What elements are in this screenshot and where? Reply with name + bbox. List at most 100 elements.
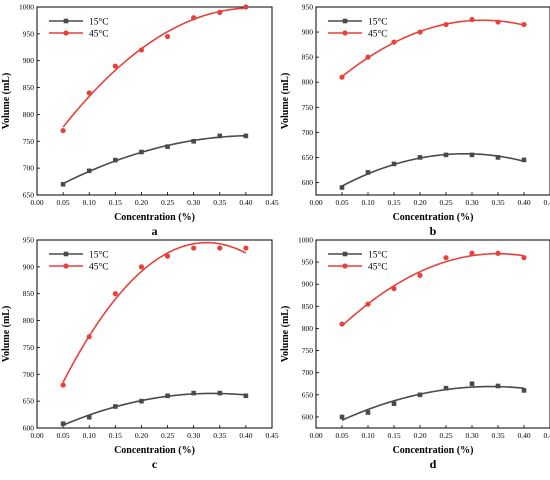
y-tick-label: 650 [302, 153, 314, 162]
series-fit-line [62, 134, 246, 185]
x-tick-label: 0.45 [265, 198, 278, 207]
y-tick-label: 650 [302, 390, 314, 399]
x-tick-label: 0.15 [387, 198, 400, 207]
series-fit-line [341, 252, 525, 327]
data-point [365, 410, 371, 415]
data-point [165, 393, 170, 399]
data-point [365, 54, 371, 60]
y-tick-label: 700 [302, 128, 314, 137]
y-axis-title: Volume (mL) [1, 73, 12, 130]
x-axis-title: Concentration (%) [114, 212, 195, 223]
y-tick-label: 900 [302, 28, 314, 37]
y-tick-label: 800 [23, 316, 35, 325]
data-point [339, 321, 345, 327]
x-tick-label: 0.25 [439, 198, 452, 207]
x-tick-label: 0.05 [335, 431, 348, 440]
data-point [191, 390, 196, 396]
x-tick-label: 0.00 [30, 198, 43, 207]
data-point [243, 393, 249, 399]
y-tick-label: 1000 [298, 236, 313, 245]
data-point [391, 401, 397, 406]
data-point [217, 390, 223, 396]
data-point [443, 385, 449, 391]
data-point [391, 39, 397, 45]
data-point [86, 90, 92, 96]
y-tick-label: 800 [302, 324, 314, 333]
series-fit-line [341, 385, 525, 421]
x-axis-title: Concentration (%) [393, 445, 474, 456]
series-45c [339, 250, 527, 327]
y-axis-title: Volume (mL) [280, 306, 291, 363]
x-tick-label: 0.40 [517, 198, 530, 207]
x-tick-label: 0.15 [109, 431, 122, 440]
data-point [217, 9, 223, 15]
x-tick-label: 0.10 [361, 198, 374, 207]
legend-label: 45°C [89, 28, 109, 39]
y-tick-label: 650 [23, 191, 35, 200]
x-tick-label: 0.35 [491, 431, 504, 440]
x-tick-label: 0.20 [413, 431, 426, 440]
data-point [469, 381, 475, 387]
data-point [339, 185, 345, 190]
x-tick-label: 0.05 [57, 431, 70, 440]
data-point [60, 382, 66, 388]
legend-marker [342, 263, 348, 269]
data-point [521, 21, 527, 28]
data-point [113, 404, 118, 409]
data-point [417, 29, 423, 35]
x-tick-label: 0.15 [387, 431, 400, 440]
y-tick-label: 750 [302, 346, 314, 355]
data-point [469, 152, 475, 158]
y-tick-label: 950 [23, 29, 35, 38]
data-point [443, 152, 449, 158]
legend-marker [63, 30, 69, 36]
chart-panel-c: 0.00 0.05 0.10 0.15 0.20 0.25 0.30 0.35 0.40 0.45… [1, 236, 279, 472]
y-tick-label: 900 [23, 56, 35, 65]
data-point [365, 301, 371, 307]
series-fit-line [62, 392, 246, 426]
data-point [243, 133, 249, 139]
x-tick-label: 0.20 [135, 431, 148, 440]
legend-marker [342, 30, 348, 36]
legend: 15°C45°C [328, 249, 388, 272]
legend-marker [63, 263, 69, 269]
data-point [243, 245, 249, 251]
y-axis-title: Volume (mL) [280, 73, 291, 130]
data-point [417, 392, 423, 398]
y-tick-label: 600 [23, 424, 35, 433]
series-45c [339, 16, 527, 80]
x-axis-title: Concentration (%) [393, 212, 474, 223]
data-point [139, 149, 144, 155]
data-point [339, 414, 345, 420]
y-tick-label: 850 [302, 53, 314, 62]
data-point [495, 19, 501, 25]
x-tick-label: 0.40 [239, 431, 252, 440]
legend-label: 45°C [368, 261, 388, 272]
x-tick-label: 0.35 [491, 198, 504, 207]
x-tick-label: 0.35 [213, 198, 226, 207]
x-tick-label: 0.05 [335, 198, 348, 207]
data-point [443, 21, 449, 28]
legend-marker [342, 18, 348, 24]
x-tick-label: 0.10 [83, 431, 96, 440]
series-15c [60, 133, 249, 187]
series-15c [339, 381, 527, 421]
x-tick-label: 0.20 [413, 198, 426, 207]
x-tick-label: 0.30 [465, 431, 478, 440]
data-point [164, 253, 171, 259]
data-point [60, 421, 66, 427]
series-45c [60, 241, 249, 388]
legend-marker [63, 18, 69, 24]
data-point [86, 168, 92, 174]
data-point [391, 286, 397, 292]
series-45c [60, 4, 249, 134]
plot-frame [315, 239, 550, 429]
y-tick-label: 800 [23, 110, 35, 119]
data-point [191, 138, 196, 144]
panel-label: a [152, 224, 158, 238]
x-tick-label: 0.45 [543, 431, 550, 440]
data-point [60, 181, 66, 187]
data-point [191, 15, 197, 21]
data-point [164, 33, 171, 40]
y-tick-label: 700 [23, 370, 35, 379]
